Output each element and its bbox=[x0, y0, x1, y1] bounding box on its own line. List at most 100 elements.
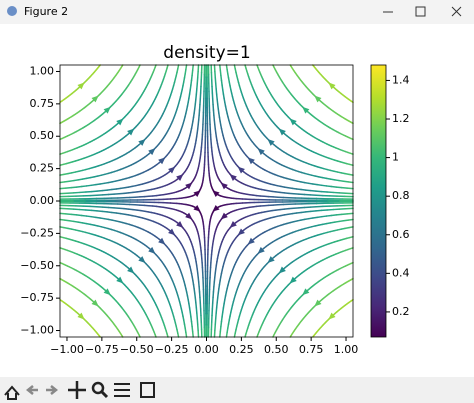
title-bar bbox=[0, 0, 474, 24]
stream-arrow bbox=[148, 246, 156, 254]
x-tick-label: 0.75 bbox=[299, 343, 324, 356]
streamline bbox=[64, 180, 71, 183]
colorbar-tick-label: 1.2 bbox=[392, 112, 410, 125]
streamline bbox=[215, 301, 218, 309]
configure-button[interactable] bbox=[114, 383, 130, 397]
streamline bbox=[219, 325, 222, 333]
streamline bbox=[305, 210, 312, 213]
streamline bbox=[59, 226, 65, 229]
streamline bbox=[221, 311, 224, 318]
stream-arrow bbox=[176, 174, 184, 182]
stream-arrow bbox=[278, 128, 286, 136]
streamline bbox=[193, 103, 197, 110]
streamline bbox=[68, 179, 75, 182]
streamline bbox=[220, 79, 223, 86]
stream-arrow bbox=[103, 288, 111, 296]
streamline bbox=[300, 188, 307, 191]
stream-arrow bbox=[127, 266, 135, 274]
x-tick-label: 0.25 bbox=[229, 343, 254, 356]
stream-arrow bbox=[302, 288, 310, 296]
forward-button[interactable] bbox=[46, 385, 59, 395]
streamline bbox=[190, 320, 193, 328]
streamline bbox=[101, 189, 108, 192]
streamline bbox=[59, 218, 66, 221]
streamline bbox=[75, 214, 83, 217]
stream-arrow bbox=[158, 157, 166, 165]
stream-arrow bbox=[278, 266, 286, 274]
streamline bbox=[195, 301, 198, 309]
streamline bbox=[330, 185, 338, 188]
pan-button[interactable] bbox=[68, 381, 86, 399]
streamline bbox=[75, 185, 83, 188]
streamline bbox=[342, 219, 349, 222]
stream-arrow bbox=[116, 118, 124, 126]
streamline bbox=[216, 292, 220, 299]
streamline bbox=[59, 212, 67, 215]
stream-arrow bbox=[91, 299, 99, 307]
x-tick-label: −0.25 bbox=[155, 343, 189, 356]
streamline bbox=[59, 181, 66, 184]
home-button[interactable] bbox=[4, 385, 20, 400]
stream-arrow bbox=[314, 95, 322, 103]
streamline bbox=[106, 211, 113, 214]
streamline bbox=[320, 215, 328, 218]
streamline bbox=[348, 173, 354, 176]
chart-title: density=1 bbox=[163, 43, 250, 63]
stream-arrow bbox=[127, 128, 135, 136]
colorbar-tick-label: 0.8 bbox=[392, 189, 410, 202]
plot-area bbox=[59, 64, 354, 338]
zoom-button[interactable] bbox=[91, 381, 109, 399]
streamline bbox=[221, 84, 224, 91]
streamline bbox=[190, 79, 193, 86]
stream-arrow bbox=[267, 138, 275, 146]
window-title: Figure 2 bbox=[24, 5, 68, 18]
x-tick-label: −0.75 bbox=[85, 343, 119, 356]
stream-arrow bbox=[328, 312, 336, 320]
maximize-button[interactable] bbox=[415, 6, 426, 17]
streamline bbox=[347, 218, 354, 221]
stream-arrow bbox=[185, 182, 193, 190]
stream-arrow bbox=[77, 312, 85, 320]
back-button[interactable] bbox=[25, 385, 38, 395]
save-button[interactable] bbox=[140, 382, 155, 398]
streamline bbox=[85, 215, 93, 218]
close-button[interactable] bbox=[451, 6, 462, 17]
streamline bbox=[220, 74, 223, 82]
streamline bbox=[64, 186, 73, 189]
y-tick-label: 0.50 bbox=[30, 129, 55, 142]
stream-arrow bbox=[138, 256, 146, 264]
stream-arrow bbox=[267, 256, 275, 264]
streamline bbox=[348, 226, 354, 229]
stream-arrow bbox=[237, 166, 245, 174]
x-tick-label: −0.50 bbox=[120, 343, 154, 356]
colorbar-tick-label: 0.2 bbox=[392, 305, 410, 318]
streamline bbox=[64, 213, 73, 216]
colorbar bbox=[370, 64, 387, 338]
streamline bbox=[349, 152, 354, 155]
stream-arrow bbox=[116, 276, 124, 284]
stream-arrow bbox=[193, 204, 201, 212]
streamline bbox=[70, 186, 78, 189]
stream-arrow bbox=[229, 174, 237, 182]
streamline bbox=[219, 64, 222, 72]
streamline bbox=[320, 184, 328, 187]
streamline bbox=[191, 64, 194, 72]
colorbar-tick-label: 1.4 bbox=[392, 73, 410, 86]
streamline bbox=[216, 103, 220, 110]
streamline bbox=[219, 330, 222, 338]
stream-arrow bbox=[289, 118, 297, 126]
stream-arrow bbox=[237, 228, 245, 236]
streamline bbox=[194, 297, 197, 304]
y-tick-label: −0.50 bbox=[20, 259, 54, 272]
streamline bbox=[220, 320, 223, 328]
streamline bbox=[349, 247, 354, 250]
stream-arrow bbox=[158, 237, 166, 245]
stream-arrow bbox=[247, 237, 255, 245]
streamline bbox=[189, 84, 192, 91]
streamline bbox=[189, 311, 192, 318]
streamline bbox=[295, 188, 302, 191]
y-tick-label: 0.25 bbox=[30, 162, 55, 175]
streamline bbox=[325, 214, 333, 217]
app-icon bbox=[7, 6, 17, 16]
streamline bbox=[80, 185, 88, 188]
